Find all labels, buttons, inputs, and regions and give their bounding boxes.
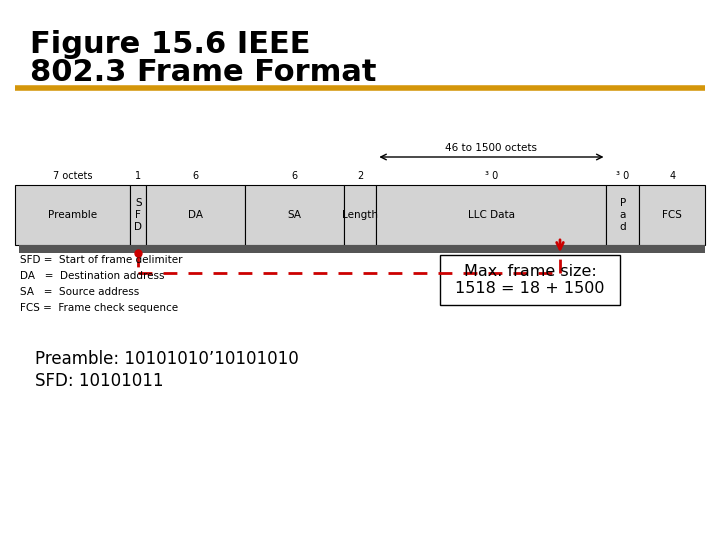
Bar [146,185,245,245]
Bar [15,185,130,245]
Text: 6: 6 [291,171,297,181]
Text: 7 octets: 7 octets [53,171,92,181]
Bar [440,255,620,305]
Bar [377,185,606,245]
Bar [19,245,705,253]
Text: SA: SA [287,210,301,220]
Text: DA: DA [188,210,203,220]
Bar [245,185,343,245]
Bar [639,185,705,245]
Text: SA   =  Source address: SA = Source address [20,287,139,297]
Text: 6: 6 [193,171,199,181]
Text: DA   =  Destination address: DA = Destination address [20,271,164,281]
Text: SFD =  Start of frame delimiter: SFD = Start of frame delimiter [20,255,182,265]
Text: Preamble: 10101010’10101010: Preamble: 10101010’10101010 [35,350,299,368]
Text: Length: Length [342,210,378,220]
Text: Figure 15.6 IEEE: Figure 15.6 IEEE [30,30,310,59]
Text: LLC Data: LLC Data [468,210,515,220]
Text: FCS =  Frame check sequence: FCS = Frame check sequence [20,303,178,313]
Text: 802.3 Frame Format: 802.3 Frame Format [30,58,377,87]
Text: 2: 2 [357,171,363,181]
Text: ³ 0: ³ 0 [485,171,498,181]
Text: SFD: 10101011: SFD: 10101011 [35,372,163,390]
Text: 1: 1 [135,171,141,181]
Text: ³ 0: ³ 0 [616,171,629,181]
Text: Max. frame size:
1518 = 18 + 1500: Max. frame size: 1518 = 18 + 1500 [455,264,605,296]
Text: Preamble: Preamble [48,210,97,220]
Text: P
a
d: P a d [619,198,626,232]
Bar [130,185,146,245]
Text: 46 to 1500 octets: 46 to 1500 octets [446,143,537,153]
Text: FCS: FCS [662,210,682,220]
Text: 4: 4 [669,171,675,181]
Bar [343,185,377,245]
Text: S
F
D: S F D [134,198,143,232]
Bar [606,185,639,245]
